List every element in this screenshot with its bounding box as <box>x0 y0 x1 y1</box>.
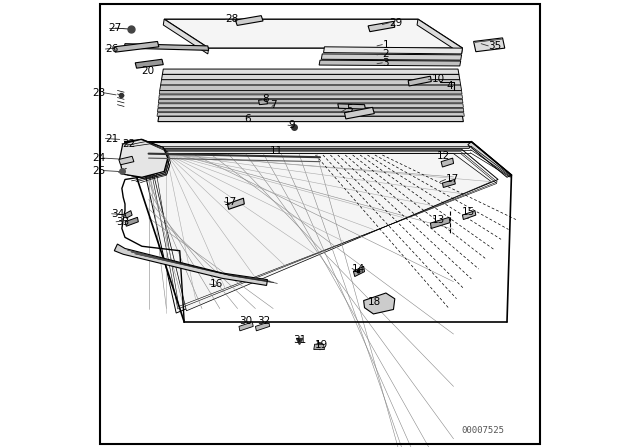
Text: 17: 17 <box>224 197 237 207</box>
Polygon shape <box>344 108 374 119</box>
Text: 34: 34 <box>111 209 125 219</box>
Polygon shape <box>368 22 395 32</box>
Polygon shape <box>157 113 464 116</box>
Polygon shape <box>163 69 459 74</box>
Text: 8: 8 <box>262 95 269 104</box>
Text: 22: 22 <box>122 139 135 149</box>
Polygon shape <box>236 16 263 26</box>
Polygon shape <box>255 322 269 331</box>
Polygon shape <box>321 54 461 60</box>
Text: 20: 20 <box>141 66 154 76</box>
Text: 3: 3 <box>382 58 389 68</box>
Text: 12: 12 <box>436 151 450 161</box>
Text: 7: 7 <box>269 100 276 110</box>
Text: 26: 26 <box>106 44 118 54</box>
Polygon shape <box>157 108 464 112</box>
Text: 2: 2 <box>382 49 389 59</box>
Text: 6: 6 <box>244 114 251 125</box>
Text: 29: 29 <box>389 18 403 28</box>
Polygon shape <box>463 211 476 220</box>
Polygon shape <box>158 99 463 103</box>
Polygon shape <box>441 158 454 167</box>
Polygon shape <box>319 60 461 66</box>
Text: 31: 31 <box>293 335 307 345</box>
Text: 00007525: 00007525 <box>461 426 504 435</box>
Polygon shape <box>227 198 244 209</box>
Text: 4: 4 <box>446 81 452 91</box>
Text: 28: 28 <box>226 14 239 24</box>
Text: 14: 14 <box>352 263 365 274</box>
Polygon shape <box>364 293 395 314</box>
Text: 21: 21 <box>106 134 118 143</box>
Text: 27: 27 <box>109 23 122 33</box>
Text: 18: 18 <box>368 297 381 307</box>
Polygon shape <box>431 217 450 228</box>
Text: 33: 33 <box>116 217 129 227</box>
Polygon shape <box>353 266 365 276</box>
Polygon shape <box>161 74 460 80</box>
Polygon shape <box>158 116 463 121</box>
Text: 35: 35 <box>488 41 502 51</box>
Polygon shape <box>115 42 159 52</box>
Text: 11: 11 <box>270 146 284 155</box>
Polygon shape <box>164 19 463 48</box>
Text: 9: 9 <box>288 120 294 130</box>
Polygon shape <box>159 90 462 94</box>
Text: 13: 13 <box>432 215 445 224</box>
Text: 15: 15 <box>461 207 475 216</box>
Text: 23: 23 <box>92 88 106 98</box>
Text: 16: 16 <box>209 279 223 289</box>
Polygon shape <box>124 44 209 50</box>
Text: 25: 25 <box>92 166 106 176</box>
Polygon shape <box>135 59 163 68</box>
Polygon shape <box>119 156 134 165</box>
Text: 1: 1 <box>382 39 389 50</box>
Polygon shape <box>442 180 455 188</box>
Polygon shape <box>125 217 138 226</box>
Polygon shape <box>474 38 505 52</box>
Polygon shape <box>159 95 463 99</box>
Polygon shape <box>120 139 168 177</box>
Polygon shape <box>417 19 463 54</box>
Text: 19: 19 <box>315 340 328 350</box>
Polygon shape <box>161 80 461 85</box>
Polygon shape <box>125 142 472 148</box>
Polygon shape <box>468 142 511 177</box>
Polygon shape <box>160 85 461 90</box>
Polygon shape <box>259 99 268 105</box>
Polygon shape <box>158 104 463 108</box>
Polygon shape <box>324 47 463 54</box>
Text: 30: 30 <box>239 316 252 326</box>
Polygon shape <box>338 104 365 109</box>
Text: 10: 10 <box>432 74 445 84</box>
Polygon shape <box>314 344 324 349</box>
Text: 32: 32 <box>257 316 270 326</box>
Polygon shape <box>148 154 492 311</box>
Polygon shape <box>125 211 132 218</box>
Polygon shape <box>115 244 268 285</box>
Text: 17: 17 <box>445 174 459 185</box>
Polygon shape <box>239 322 253 331</box>
Text: 24: 24 <box>92 153 106 163</box>
Text: 5: 5 <box>346 104 353 114</box>
Polygon shape <box>163 19 209 54</box>
Polygon shape <box>408 76 431 86</box>
Polygon shape <box>140 149 498 313</box>
